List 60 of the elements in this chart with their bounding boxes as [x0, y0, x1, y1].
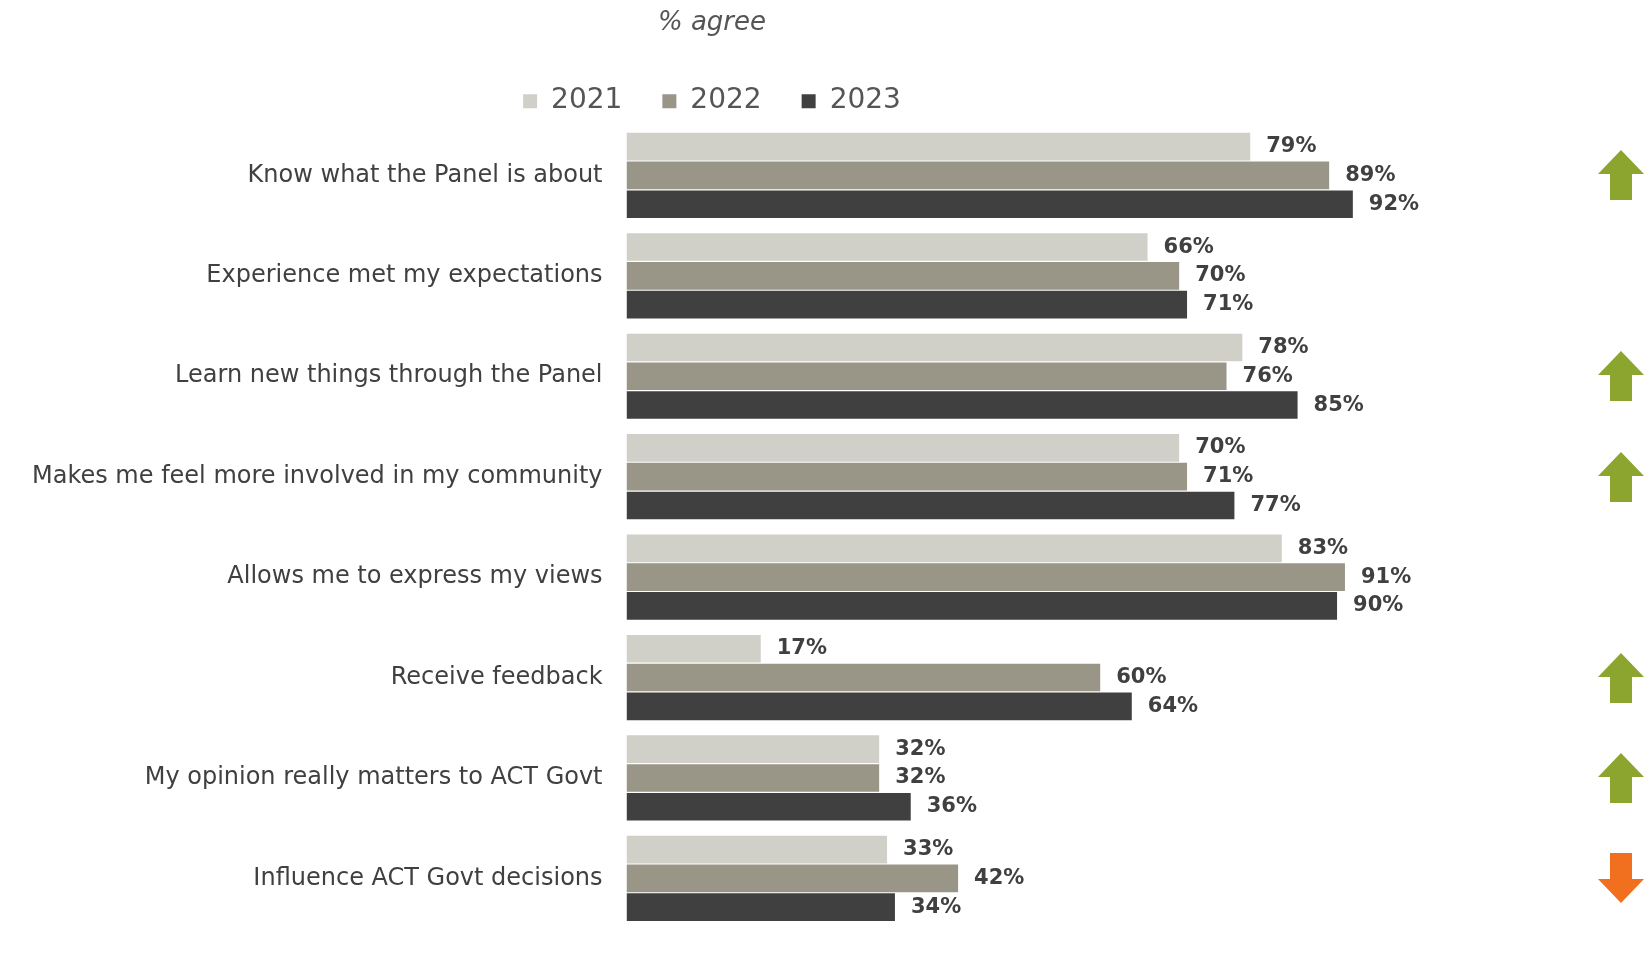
data-label: 32% — [895, 764, 946, 789]
data-label: 66% — [1163, 233, 1214, 258]
bar — [626, 735, 880, 763]
bar — [626, 592, 1338, 620]
legend-label: 2022 — [690, 82, 762, 116]
y-tick-label: Receive feedback — [390, 661, 603, 690]
y-tick-label: Influence ACT Govt decisions — [253, 862, 603, 891]
data-label: 32% — [895, 735, 946, 760]
bar — [626, 491, 1235, 520]
data-label: 77% — [1250, 491, 1301, 516]
data-label: 70% — [1195, 262, 1246, 287]
bar — [626, 161, 1330, 190]
data-label: 42% — [974, 864, 1025, 889]
bar — [626, 132, 1251, 161]
bar — [626, 835, 888, 864]
bar — [626, 333, 1243, 362]
data-label: 91% — [1360, 563, 1412, 588]
data-label: 71% — [1203, 291, 1254, 316]
bar — [626, 262, 1180, 290]
y-tick-label: Know what the Panel is about — [247, 159, 603, 188]
bar — [626, 462, 1188, 491]
data-label: 60% — [1116, 663, 1167, 688]
data-label: 76% — [1242, 362, 1293, 387]
data-label: 64% — [1147, 692, 1199, 717]
bar — [626, 764, 880, 792]
bar — [626, 692, 1132, 721]
data-label: 71% — [1203, 463, 1254, 488]
data-label: 17% — [776, 635, 827, 660]
y-tick-label: My opinion really matters to ACT Govt — [144, 762, 603, 791]
bar — [626, 663, 1101, 692]
data-label: 83% — [1297, 534, 1349, 559]
data-label: 89% — [1345, 161, 1396, 186]
data-label: 34% — [910, 893, 962, 918]
bar — [626, 864, 959, 893]
bar — [626, 190, 1353, 219]
data-label: 79% — [1266, 133, 1317, 158]
data-label: 90% — [1353, 592, 1404, 617]
data-label: 70% — [1195, 434, 1246, 459]
legend-label: 2023 — [829, 82, 901, 116]
bar — [626, 290, 1188, 319]
y-tick-label: Experience met my expectations — [206, 260, 603, 289]
y-tick-label: Makes me feel more involved in my community — [32, 460, 603, 489]
bar — [626, 362, 1227, 391]
bar — [626, 534, 1282, 563]
legend-label: 2021 — [551, 82, 623, 116]
bar — [626, 391, 1298, 419]
data-label: 36% — [926, 793, 977, 818]
bar — [626, 893, 895, 921]
y-tick-label: Learn new things through the Panel — [175, 360, 603, 389]
bar — [626, 233, 1148, 261]
bar — [626, 434, 1180, 462]
bar — [626, 792, 911, 821]
bar — [626, 563, 1345, 591]
data-label: 78% — [1258, 333, 1309, 358]
y-tick-label: Allows me to express my views — [227, 561, 603, 590]
data-label: 92% — [1368, 190, 1420, 215]
chart-title: % agree — [657, 6, 767, 37]
data-label: 33% — [903, 836, 954, 861]
data-label: 85% — [1313, 391, 1364, 416]
bar — [626, 634, 761, 663]
